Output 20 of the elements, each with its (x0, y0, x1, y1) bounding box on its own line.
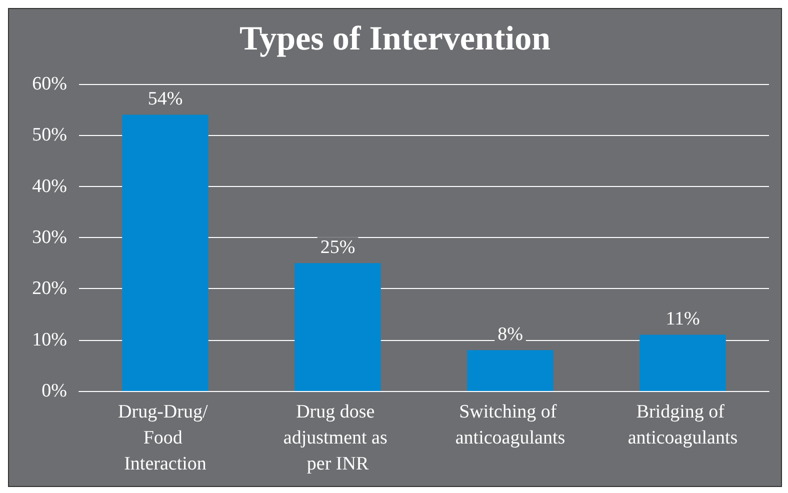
y-tick-label: 30% (32, 227, 68, 248)
y-tick-label: 60% (32, 74, 68, 94)
y-tick-label: 40% (32, 176, 68, 197)
bar (467, 350, 554, 391)
y-tick-label: 20% (32, 278, 68, 300)
bar (294, 263, 381, 391)
data-label: 8% (498, 324, 524, 346)
bar (640, 334, 726, 391)
y-tick-label: 0% (42, 380, 68, 402)
data-label: 25% (320, 237, 356, 258)
data-label: 11% (666, 308, 700, 330)
x-tick-label: Drug dose adjustment as per INR (283, 402, 392, 474)
bar (122, 114, 208, 391)
x-tick-label: Bridging of anticoagulants (628, 402, 738, 448)
x-tick-label: Switching of anticoagulants (455, 402, 566, 448)
y-tick-label: 10% (32, 329, 68, 350)
chart-title: Types of Intervention (239, 20, 551, 58)
data-label: 54% (148, 88, 183, 110)
y-tick-label: 50% (32, 124, 68, 146)
x-tick-label: Drug-Drug/ Food Interaction (118, 402, 212, 474)
